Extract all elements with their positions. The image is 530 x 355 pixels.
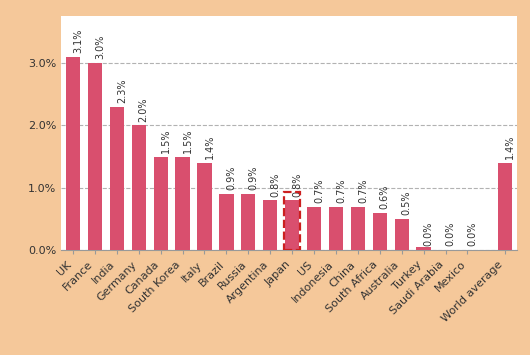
Text: 0.7%: 0.7% — [314, 178, 324, 203]
Bar — [110, 106, 124, 250]
Text: 0.0%: 0.0% — [423, 222, 434, 246]
Bar — [219, 194, 234, 250]
Text: 3.1%: 3.1% — [73, 28, 83, 53]
Bar — [329, 207, 343, 250]
Text: 0.0%: 0.0% — [467, 222, 478, 246]
Bar — [417, 247, 431, 250]
Bar — [373, 213, 387, 250]
Bar — [263, 200, 277, 250]
Text: 0.8%: 0.8% — [292, 172, 302, 197]
Text: 0.5%: 0.5% — [402, 191, 412, 215]
Bar — [351, 207, 365, 250]
Text: 1.4%: 1.4% — [205, 135, 215, 159]
Text: 1.5%: 1.5% — [182, 128, 192, 153]
Text: 0.0%: 0.0% — [446, 222, 455, 246]
Text: 2.3%: 2.3% — [117, 78, 127, 103]
Text: 1.5%: 1.5% — [161, 128, 171, 153]
Bar — [88, 63, 102, 250]
Bar — [131, 125, 146, 250]
Text: 0.7%: 0.7% — [336, 178, 346, 203]
Bar — [394, 219, 409, 250]
Bar — [154, 157, 168, 250]
Text: 2.0%: 2.0% — [139, 97, 149, 121]
Text: 0.9%: 0.9% — [249, 166, 258, 190]
Bar — [307, 207, 321, 250]
Text: 0.6%: 0.6% — [380, 185, 390, 209]
Text: 0.8%: 0.8% — [270, 172, 280, 197]
Bar — [241, 194, 255, 250]
Bar — [66, 56, 80, 250]
Bar — [197, 163, 211, 250]
Bar — [498, 163, 512, 250]
Text: 3.0%: 3.0% — [95, 35, 105, 59]
Bar — [284, 192, 300, 250]
Text: 0.7%: 0.7% — [358, 178, 368, 203]
Bar — [175, 157, 190, 250]
Text: 1.4%: 1.4% — [505, 135, 515, 159]
Bar — [285, 200, 299, 250]
Text: 0.9%: 0.9% — [226, 166, 236, 190]
